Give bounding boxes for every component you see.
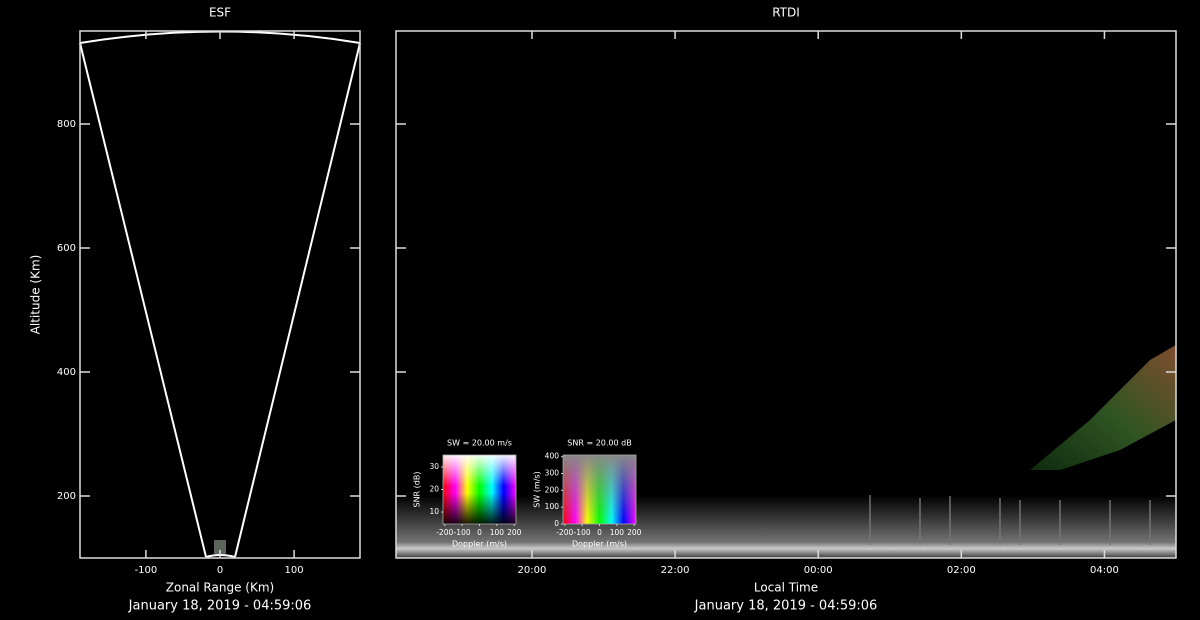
panel-title: RTDI	[772, 6, 800, 20]
y-tick-label: 600	[57, 243, 76, 254]
legend-x-tick-label: 0	[597, 528, 602, 537]
legend-y-tick-label: 400	[545, 452, 560, 461]
legend-x-tick-label: 0	[477, 528, 482, 537]
panel-title: ESF	[209, 6, 231, 20]
legend-title: SNR = 20.00 dB	[567, 439, 631, 448]
legend-title: SW = 20.00 m/s	[447, 439, 512, 448]
plot-frame	[395, 30, 1177, 559]
y-tick-label: 800	[57, 119, 76, 130]
legend-x-tick-label: 200	[507, 528, 522, 537]
legend-y-tick-label: 0	[554, 519, 559, 528]
footer: January 18, 2019 - 04:59:06	[128, 599, 312, 614]
x-tick-label: 0	[217, 565, 223, 576]
legend-y-tick-label: 30	[429, 462, 439, 471]
legend-y-tick-label: 20	[429, 485, 439, 494]
legend-y-tick-label: 300	[545, 469, 560, 478]
x-axis-label: Zonal Range (Km)	[166, 581, 274, 595]
x-tick-label: 02:00	[947, 565, 976, 576]
plot-frame	[79, 30, 361, 559]
colormap-shade	[563, 455, 636, 524]
x-tick-label: 22:00	[661, 565, 690, 576]
echo	[214, 540, 226, 554]
legend-x-label: Doppler (m/s)	[452, 540, 507, 549]
x-tick-label: 04:00	[1090, 565, 1119, 576]
y-tick-label: 400	[57, 367, 76, 378]
legend-y-label: SNR (dB)	[413, 472, 422, 508]
legend-y-tick-label: 100	[545, 502, 560, 511]
rtdi-image	[396, 345, 1176, 558]
legend-y-label: SW (m/s)	[533, 471, 542, 507]
legend-x-tick-label: -200	[556, 528, 573, 537]
x-tick-label: 100	[285, 565, 304, 576]
x-tick-label: 00:00	[804, 565, 833, 576]
sector-outline	[79, 30, 361, 558]
legend-x-label: Doppler (m/s)	[572, 540, 627, 549]
footer: January 18, 2019 - 04:59:06	[694, 599, 878, 614]
legend-x-tick-label: 100	[610, 528, 625, 537]
x-axis-label: Local Time	[754, 581, 818, 595]
colormap-shade	[443, 455, 516, 524]
x-tick-label: -100	[135, 565, 158, 576]
x-tick-label: 20:00	[518, 565, 547, 576]
legend-x-tick-label: 200	[627, 528, 642, 537]
y-axis-label: Altitude (Km)	[29, 255, 43, 335]
legend-y-tick-label: 10	[429, 507, 439, 516]
legend-x-tick-label: 100	[490, 528, 505, 537]
legend-y-tick-label: 200	[545, 485, 560, 494]
legend-x-tick-label: -200	[436, 528, 453, 537]
legend-x-tick-label: -100	[454, 528, 471, 537]
legend-x-tick-label: -100	[574, 528, 591, 537]
y-tick-label: 200	[57, 491, 76, 502]
